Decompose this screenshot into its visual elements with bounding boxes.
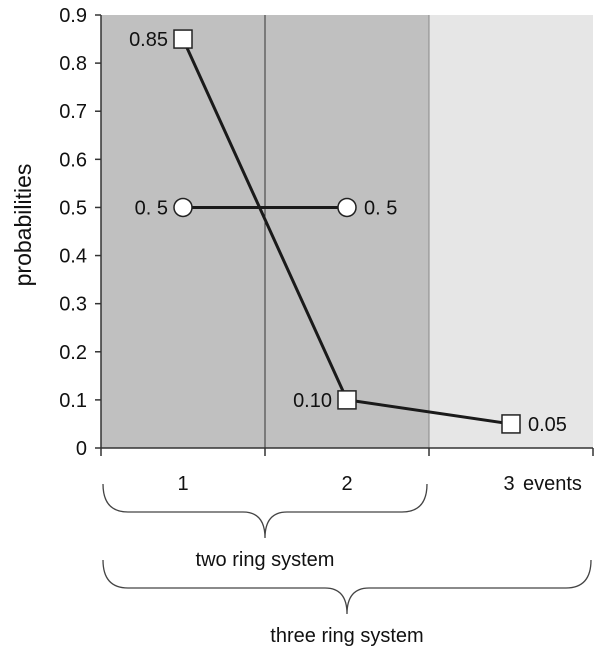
square-marker	[501, 414, 521, 434]
x-tick-label: 1	[177, 473, 188, 495]
background-regions	[101, 15, 593, 448]
x-tick-label: 3	[503, 473, 514, 495]
braces: two ring system three ring system	[102, 483, 592, 647]
data-label: 0. 5	[135, 197, 168, 219]
brace-2	[102, 559, 592, 615]
data-label: 0. 5	[364, 197, 397, 219]
y-tick-label: 0.6	[59, 149, 87, 171]
data-label: 0.05	[528, 414, 567, 436]
y-axis-label: probabilities	[10, 164, 36, 287]
y-tick-label: 0.4	[59, 246, 87, 268]
data-label: 0.85	[129, 29, 168, 51]
y-tick-label: 0.7	[59, 101, 87, 123]
y-tick-label: 0.5	[59, 197, 87, 219]
brace-label: two ring system	[196, 549, 335, 571]
region-2	[429, 15, 593, 448]
y-tick-label: 0.9	[59, 5, 87, 27]
y-tick-label: 0.2	[59, 342, 87, 364]
circle-marker	[337, 197, 357, 218]
x-axis-label: events	[523, 473, 582, 495]
brace-label: three ring system	[270, 625, 423, 647]
y-tick-label: 0	[76, 438, 87, 460]
y-tick-label: 0.1	[59, 390, 87, 412]
y-tick-label: 0.3	[59, 294, 87, 316]
brace-1	[102, 483, 428, 539]
x-tick-label: 2	[341, 473, 352, 495]
square-marker	[337, 390, 357, 410]
circle-marker	[173, 197, 193, 218]
square-marker	[173, 29, 193, 49]
data-label: 0.10	[293, 390, 332, 412]
series-group: 0.85 0.10 0.05 0. 5 0. 5	[129, 29, 567, 436]
y-tick-label: 0.8	[59, 53, 87, 75]
axes: 0 0.1 0.2 0.3 0.4 0.5 0.6 0.7 0.8 0.9 1 2 3	[59, 5, 594, 495]
